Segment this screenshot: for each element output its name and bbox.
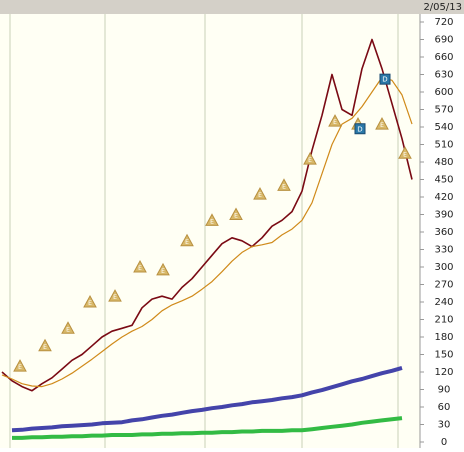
series-line (1, 38, 413, 392)
earnings-marker (108, 289, 122, 302)
earnings-marker (375, 117, 389, 130)
y-tick-label: 390 (434, 210, 453, 221)
earnings-marker (303, 152, 317, 165)
y-tick-label: 420 (434, 192, 453, 203)
y-tick-label: 480 (434, 157, 453, 168)
plot-area (0, 14, 420, 448)
y-tick-label: 180 (434, 332, 453, 343)
y-tick-label: 120 (434, 367, 453, 378)
y-tick-label: 570 (434, 105, 453, 116)
marker-label: E (333, 119, 337, 126)
marker-label: E (88, 300, 92, 307)
marker-label: E (258, 192, 262, 199)
marker-label: E (43, 344, 47, 351)
y-tick-label: 690 (434, 35, 453, 46)
series-line (11, 365, 403, 433)
marker-label: E (282, 183, 286, 190)
dividend-marker (379, 73, 391, 85)
y-tick-label: 0 (441, 437, 447, 448)
y-tick-label: 600 (434, 87, 453, 98)
top-bar (0, 0, 464, 14)
marker-label: D (357, 125, 362, 133)
series-line (1, 76, 413, 388)
y-tick-label: 300 (434, 262, 453, 273)
marker-label: E (403, 151, 407, 158)
y-tick-label: 510 (434, 140, 453, 151)
date-label: 2/05/13 (423, 2, 462, 13)
y-tick-label: 150 (434, 350, 453, 361)
y-tick-label: 240 (434, 297, 453, 308)
marker-label: E (380, 122, 384, 129)
y-tick-label: 660 (434, 52, 453, 63)
series-line (12, 416, 403, 440)
earnings-marker (133, 259, 147, 273)
vertical-grid (9, 14, 399, 448)
y-tick-label: 210 (434, 315, 453, 326)
marker-label: E (18, 364, 22, 371)
marker-label: E (210, 218, 214, 225)
y-tick-label: 540 (434, 122, 453, 133)
y-tick-label: 450 (434, 175, 453, 186)
y-tick-label: 630 (434, 70, 453, 81)
y-tick-label: 90 (438, 385, 451, 396)
marker-label: E (113, 294, 117, 301)
marker-label: E (234, 213, 238, 220)
marker-label: E (138, 265, 142, 272)
earnings-marker (205, 213, 219, 226)
marker-label: E (185, 239, 189, 246)
earnings-marker (156, 262, 170, 276)
earnings-marker (180, 233, 194, 247)
earnings-marker (61, 321, 75, 334)
marker-label: E (308, 157, 312, 164)
earnings-marker (277, 178, 291, 191)
earnings-marker (13, 359, 27, 372)
earnings-marker (229, 207, 243, 220)
marker-label: E (66, 326, 70, 333)
earnings-marker (328, 114, 342, 127)
earnings-marker (83, 294, 97, 308)
marker-label: E (161, 268, 165, 275)
marker-label: D (382, 76, 387, 84)
y-tick-label: 720 (434, 17, 453, 28)
y-tick-label: 30 (438, 420, 451, 431)
earnings-marker (38, 338, 52, 352)
y-tick-label: 60 (438, 402, 451, 413)
dividend-marker (354, 123, 366, 135)
y-tick-label: 330 (434, 245, 453, 256)
y-tick-label: 360 (434, 227, 453, 238)
earnings-marker (253, 187, 267, 200)
y-tick-label: 270 (434, 280, 453, 291)
earnings-marker (398, 146, 412, 159)
